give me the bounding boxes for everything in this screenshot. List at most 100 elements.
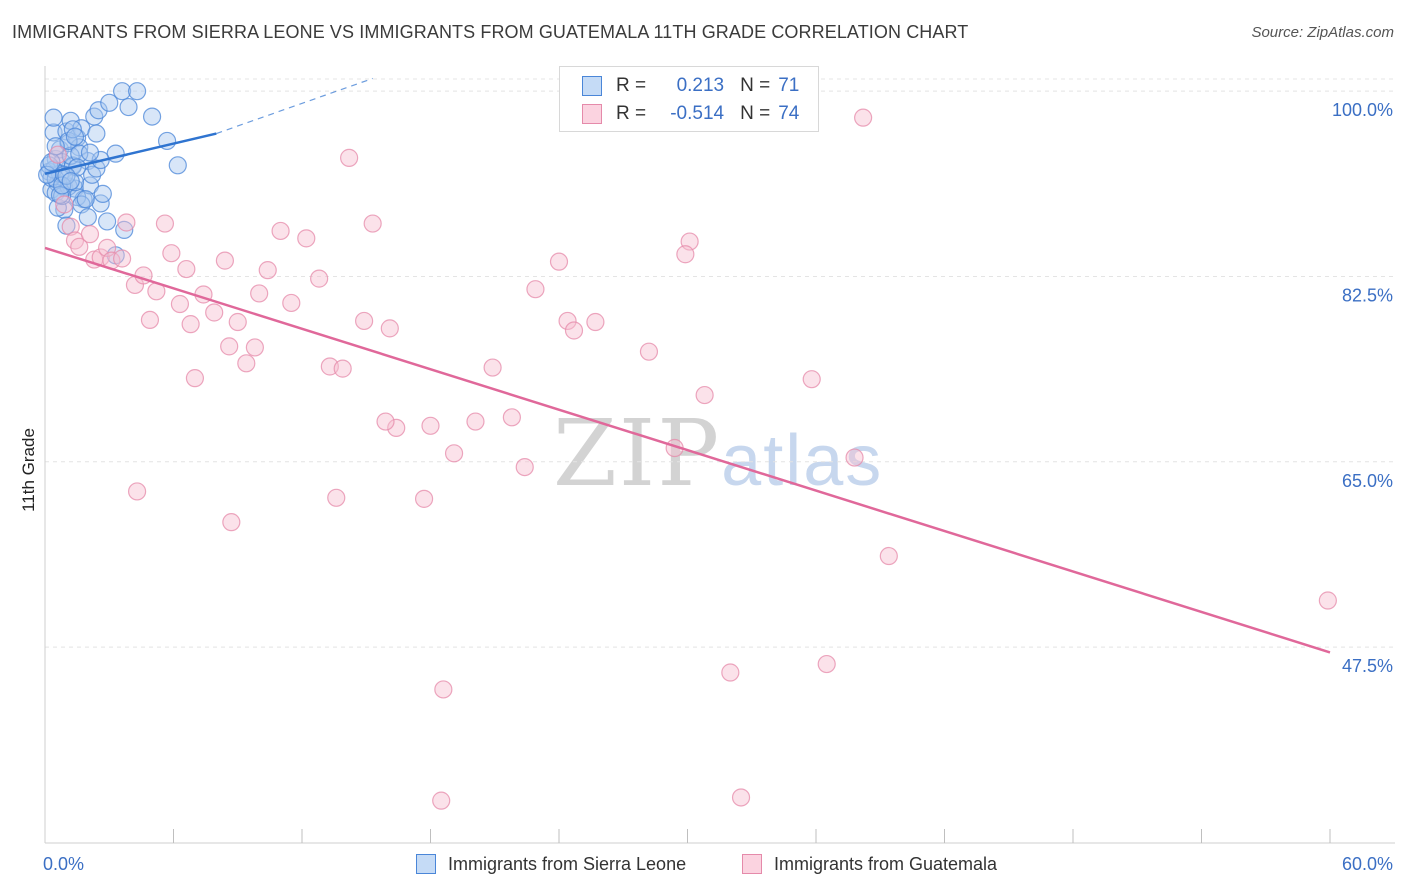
point-guatemala	[215, 251, 234, 270]
point-guatemala	[387, 418, 406, 438]
point-guatemala	[250, 284, 269, 303]
point-guatemala	[515, 457, 534, 477]
point-guatemala	[181, 315, 200, 334]
bottom-legend-swatch-blue	[416, 854, 436, 874]
point-guatemala	[676, 245, 695, 264]
point-guatemala	[222, 513, 241, 532]
watermark: ZIPatlas	[553, 400, 883, 507]
point-sierra-leone	[53, 176, 72, 195]
x-tick-label: 60.0%	[1342, 854, 1393, 874]
point-guatemala	[127, 482, 147, 501]
point-guatemala	[845, 448, 864, 467]
point-guatemala	[177, 259, 196, 279]
y-tick-label: 100.0%	[1332, 100, 1393, 120]
point-guatemala	[502, 408, 521, 427]
point-guatemala	[80, 225, 100, 244]
point-sierra-leone	[87, 159, 106, 178]
point-guatemala	[70, 237, 89, 256]
point-guatemala	[586, 312, 605, 332]
x-tick-label: 0.0%	[43, 854, 84, 874]
point-guatemala	[170, 294, 190, 314]
point-guatemala	[228, 312, 247, 332]
point-sierra-leone	[61, 172, 80, 191]
point-guatemala	[432, 791, 451, 810]
point-guatemala	[731, 788, 751, 807]
point-sierra-leone	[168, 156, 187, 175]
point-sierra-leone	[112, 82, 132, 101]
point-guatemala	[205, 303, 224, 322]
point-guatemala	[721, 663, 740, 682]
point-guatemala	[444, 444, 464, 463]
point-sierra-leone	[119, 97, 138, 117]
legend-r-label: R =	[616, 103, 647, 124]
point-sierra-leone	[93, 184, 112, 203]
point-guatemala	[466, 412, 485, 431]
point-guatemala	[639, 342, 659, 361]
point-guatemala	[258, 261, 277, 280]
point-guatemala	[376, 412, 395, 431]
legend-row-sierra-leone: R = 0.213 N = 71	[582, 73, 799, 99]
point-sierra-leone	[76, 190, 95, 209]
point-guatemala	[340, 148, 359, 167]
point-guatemala	[117, 213, 136, 232]
bottom-legend-sierra-leone: Immigrants from Sierra Leone	[416, 851, 686, 877]
point-guatemala	[854, 108, 873, 127]
point-guatemala	[817, 654, 836, 674]
point-guatemala	[55, 195, 74, 214]
bottom-legend-label: Immigrants from Guatemala	[774, 853, 998, 874]
point-sierra-leone	[65, 127, 85, 146]
point-guatemala	[310, 269, 329, 288]
watermark-atlas: atlas	[721, 421, 884, 501]
legend-r-label: R =	[616, 75, 647, 96]
correlation-legend: R = 0.213 N = 71 R = -0.514 N = 74	[559, 66, 819, 132]
point-sierra-leone	[115, 220, 134, 239]
y-tick-label: 47.5%	[1342, 656, 1393, 676]
point-guatemala	[333, 359, 352, 378]
source-label: Source: ZipAtlas.com	[1251, 24, 1394, 41]
chart-title: IMMIGRANTS FROM SIERRA LEONE VS IMMIGRAN…	[12, 22, 969, 42]
point-sierra-leone	[44, 123, 63, 142]
point-sierra-leone	[78, 208, 97, 227]
point-guatemala	[155, 214, 175, 233]
point-guatemala	[220, 337, 239, 356]
trendline-sierra-leone	[44, 132, 217, 175]
point-sierra-leone	[87, 124, 106, 143]
point-guatemala	[245, 338, 264, 357]
point-guatemala	[363, 214, 382, 233]
point-sierra-leone	[89, 101, 108, 120]
legend-n-label: N =	[740, 103, 771, 124]
point-sierra-leone	[142, 107, 162, 126]
legend-r-value: 0.213	[676, 75, 725, 96]
legend-n-value: 71	[778, 75, 800, 96]
point-guatemala	[802, 370, 821, 389]
point-sierra-leone	[63, 120, 82, 139]
point-guatemala	[549, 252, 569, 271]
legend-n-label: N =	[740, 75, 771, 96]
y-tick-label: 65.0%	[1342, 471, 1393, 491]
point-guatemala	[237, 354, 256, 373]
legend-row-guatemala: R = -0.514 N = 74	[582, 101, 799, 127]
bottom-legend-guatemala: Immigrants from Guatemala	[742, 851, 997, 877]
point-sierra-leone	[127, 82, 147, 101]
point-guatemala	[380, 319, 399, 338]
point-guatemala	[879, 546, 898, 566]
point-sierra-leone	[44, 108, 63, 127]
point-guatemala	[695, 385, 714, 405]
point-guatemala	[61, 217, 80, 236]
point-guatemala	[414, 489, 434, 508]
point-guatemala	[112, 249, 132, 268]
point-sierra-leone	[98, 212, 117, 231]
legend-swatch-pink	[582, 104, 602, 124]
trendline-sierra-leone-extension	[216, 77, 373, 135]
bottom-legend-label: Immigrants from Sierra Leone	[448, 853, 687, 874]
point-guatemala	[434, 680, 453, 699]
legend-r-value: -0.514	[670, 103, 725, 124]
point-guatemala	[355, 311, 374, 331]
point-guatemala	[271, 221, 290, 241]
point-guatemala	[327, 488, 346, 507]
trendline-guatemala	[44, 246, 1331, 654]
legend-n-value: 74	[778, 103, 800, 124]
point-guatemala	[282, 293, 301, 313]
point-sierra-leone	[80, 143, 100, 162]
